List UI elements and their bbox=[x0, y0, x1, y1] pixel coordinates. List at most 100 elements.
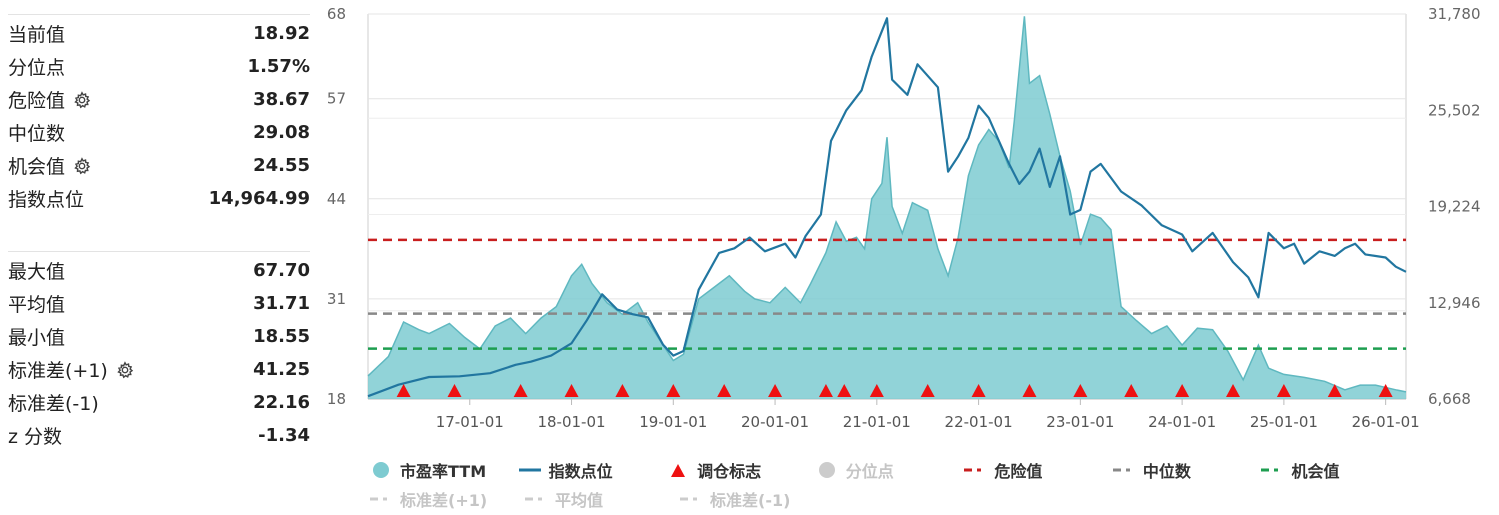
stat-value: 38.67 bbox=[253, 89, 310, 110]
legend-dash-icon bbox=[964, 468, 982, 471]
rebalance-marker bbox=[1073, 384, 1088, 397]
stat-label: 指数点位 bbox=[8, 189, 85, 211]
x-tick-label: 18-01-01 bbox=[537, 413, 605, 431]
stat-label-wrap: 标准差(-1) bbox=[8, 389, 99, 416]
stat-row: 危险值 38.67 bbox=[8, 83, 310, 116]
stat-row: 分位点 1.57% bbox=[8, 50, 310, 83]
y-tick-label-right: 6,668 bbox=[1428, 390, 1471, 408]
legend-label: 指数点位 bbox=[548, 461, 613, 481]
legend-item[interactable]: 中位数 bbox=[1112, 458, 1262, 482]
stat-value: 67.70 bbox=[253, 260, 310, 281]
stat-value: 22.16 bbox=[253, 392, 310, 413]
legend-label: 标准差(-1) bbox=[710, 490, 791, 510]
legend-item[interactable]: 调仓标志 bbox=[667, 458, 816, 482]
stat-label-wrap: 指数点位 bbox=[8, 185, 84, 212]
x-tick-label: 21-01-01 bbox=[843, 413, 911, 431]
x-tick-label: 19-01-01 bbox=[639, 413, 707, 431]
y-tick-label-left: 68 bbox=[327, 5, 346, 23]
rebalance-marker bbox=[717, 384, 732, 397]
legend-item[interactable]: 分位点 bbox=[816, 458, 965, 482]
chart-legend: 市盈率TTM 指数点位 调仓标志 分位点 危险值 中位数 机会值 标准差(+1) 平均值 标准差… bbox=[370, 455, 1410, 513]
rebalance-marker bbox=[920, 384, 935, 397]
legend-item[interactable]: 标准差(+1) bbox=[370, 487, 525, 511]
rebalance-marker bbox=[1378, 384, 1393, 397]
stat-label-wrap: 最小值 bbox=[8, 323, 65, 350]
rebalance-marker bbox=[837, 384, 852, 397]
legend-item[interactable]: 机会值 bbox=[1261, 458, 1410, 482]
stat-label: 分位点 bbox=[8, 57, 66, 79]
stat-label-wrap: 当前值 bbox=[8, 20, 65, 47]
legend-item[interactable]: 市盈率TTM bbox=[370, 458, 519, 482]
axes-layer: 18 31 44 57 68 6,668 12,946 19,224 25,502 31,780 1… bbox=[327, 5, 1481, 431]
pe-line bbox=[367, 16, 1407, 393]
legend-label: 标准差(+1) bbox=[400, 490, 488, 510]
rebalance-marker bbox=[666, 384, 681, 397]
stat-label-wrap: 危险值 bbox=[8, 86, 91, 113]
x-tick-label: 23-01-01 bbox=[1046, 413, 1114, 431]
stat-label: 标准差(+1) bbox=[8, 360, 108, 382]
stat-row: 标准差(-1) 22.16 bbox=[8, 386, 310, 419]
index-line-layer bbox=[367, 17, 1407, 398]
rebalance-marker bbox=[1124, 384, 1139, 397]
legend-circle-icon bbox=[373, 461, 389, 478]
legend-row: 标准差(+1) 平均值 标准差(-1) bbox=[370, 484, 1410, 513]
gear-icon[interactable] bbox=[73, 156, 91, 175]
reference-lines-layer bbox=[368, 238, 1406, 350]
legend-item[interactable]: 平均值 bbox=[525, 487, 680, 511]
x-tick-label: 24-01-01 bbox=[1148, 413, 1216, 431]
legend-label: 中位数 bbox=[1142, 461, 1191, 481]
legend-label: 危险值 bbox=[994, 461, 1043, 481]
stat-value: 29.08 bbox=[253, 122, 310, 143]
gear-icon[interactable] bbox=[116, 360, 134, 379]
rebalance-marker bbox=[869, 384, 884, 397]
x-tick-label: 17-01-01 bbox=[436, 413, 504, 431]
valuation-chart: 18 31 44 57 68 6,668 12,946 19,224 25,502 31,780 1… bbox=[327, 5, 1481, 431]
stat-label: 标准差(-1) bbox=[8, 393, 99, 415]
stat-value: 31.71 bbox=[253, 293, 310, 314]
stat-row: 最小值 18.55 bbox=[8, 320, 310, 353]
legend-row: 市盈率TTM 指数点位 调仓标志 分位点 危险值 中位数 机会值 bbox=[370, 455, 1410, 484]
stat-value: 18.92 bbox=[253, 23, 310, 44]
legend-line-icon bbox=[518, 468, 541, 471]
rebalance-marker bbox=[513, 384, 528, 397]
legend-label: 调仓标志 bbox=[697, 461, 762, 481]
y-tick-label-left: 18 bbox=[327, 390, 346, 408]
legend-item[interactable]: 指数点位 bbox=[518, 458, 668, 482]
rebalance-marker bbox=[768, 384, 783, 397]
rebalance-marker bbox=[1276, 384, 1291, 397]
stat-label-wrap: 平均值 bbox=[8, 290, 65, 317]
stat-row: 最大值 67.70 bbox=[8, 254, 310, 287]
legend-label: 市盈率TTM bbox=[400, 461, 487, 481]
legend-item[interactable]: 标准差(-1) bbox=[680, 487, 835, 511]
legend-dash-icon bbox=[525, 497, 542, 500]
stat-label: 中位数 bbox=[8, 123, 66, 145]
legend-label: 分位点 bbox=[845, 461, 894, 481]
y-tick-label-right: 19,224 bbox=[1428, 198, 1481, 216]
stat-label: 机会值 bbox=[8, 156, 66, 178]
legend-item[interactable]: 危险值 bbox=[964, 458, 1113, 482]
y-tick-label-left: 31 bbox=[327, 290, 346, 308]
stats-panel: 当前值 18.92 分位点 1.57% 危险值 38.67 中位数 29.08 机会值 24.55… bbox=[8, 14, 310, 452]
x-tick-label: 20-01-01 bbox=[741, 413, 809, 431]
y-tick-label-left: 57 bbox=[327, 90, 346, 108]
stat-label: 危险值 bbox=[8, 90, 66, 112]
stat-value: -1.34 bbox=[258, 425, 310, 446]
stat-label-wrap: 标准差(+1) bbox=[8, 356, 134, 383]
rebalance-marker bbox=[818, 384, 833, 397]
stat-row: 指数点位 14,964.99 bbox=[8, 182, 310, 215]
stat-label-wrap: 中位数 bbox=[8, 119, 65, 146]
rebalance-marker bbox=[447, 384, 462, 397]
x-tick-label: 26-01-01 bbox=[1352, 413, 1420, 431]
stats-group-summary: 最大值 67.70 平均值 31.71 最小值 18.55 标准差(+1) 41.25 标准差(… bbox=[8, 251, 310, 452]
legend-triangle-icon bbox=[671, 463, 686, 477]
legend-dash-icon bbox=[1112, 468, 1130, 471]
stat-label: 最小值 bbox=[8, 327, 66, 349]
rebalance-marker bbox=[564, 384, 579, 397]
stat-label-wrap: 机会值 bbox=[8, 152, 91, 179]
y-tick-label-right: 31,780 bbox=[1428, 5, 1481, 23]
pe-area-layer bbox=[367, 16, 1407, 400]
gear-icon[interactable] bbox=[73, 90, 91, 109]
stats-group-current: 当前值 18.92 分位点 1.57% 危险值 38.67 中位数 29.08 机会值 24.55… bbox=[8, 14, 310, 215]
index-line bbox=[367, 17, 1407, 398]
pe-area bbox=[368, 16, 1406, 400]
